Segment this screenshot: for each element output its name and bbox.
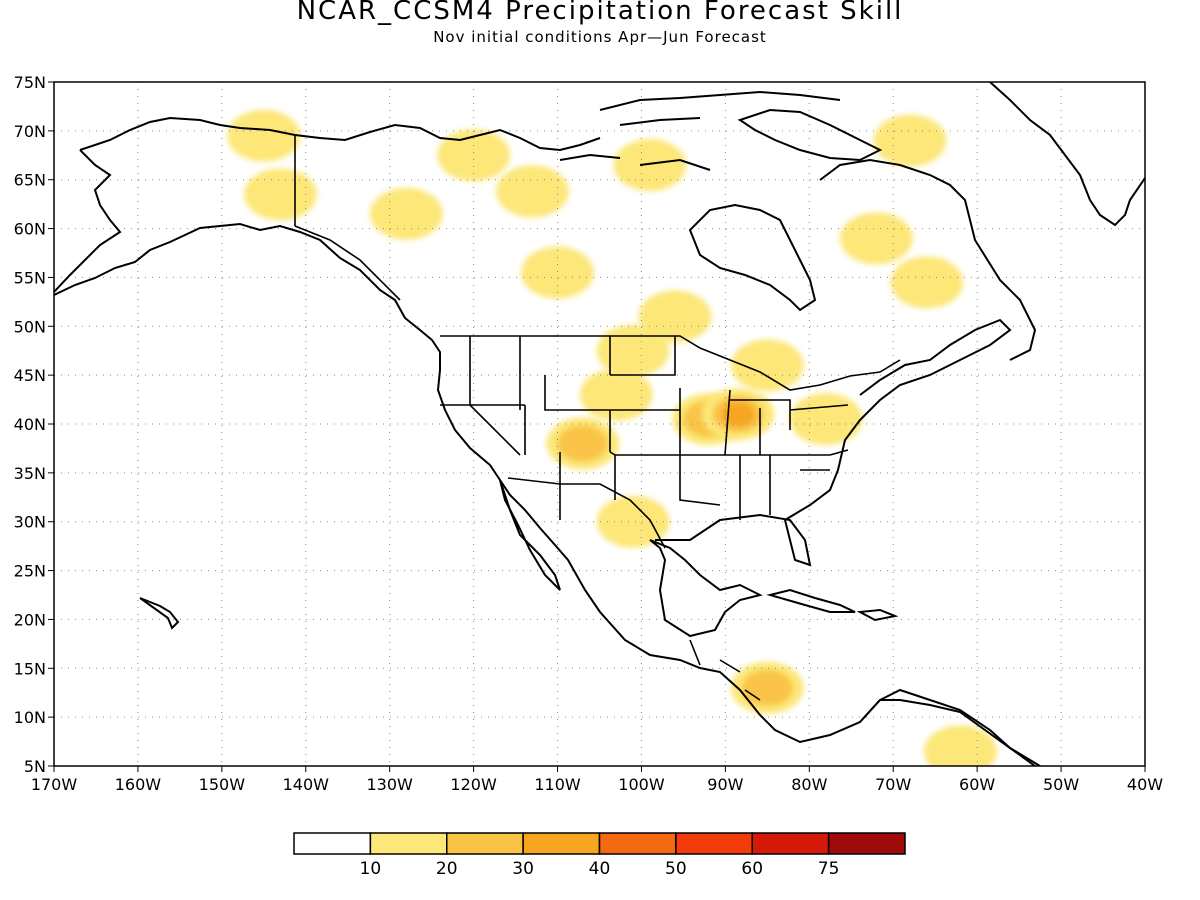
skill-region	[638, 290, 712, 343]
longitude-tick-label: 170W	[31, 775, 78, 794]
longitude-tick-label: 80W	[791, 775, 827, 794]
colorbar-segment	[369, 832, 448, 855]
hispaniola-coast	[856, 608, 899, 622]
colorbar-label: 30	[512, 859, 534, 879]
skill-region	[742, 669, 793, 706]
alaska-panhandle-border	[294, 225, 401, 301]
us-southeast-coast	[655, 318, 1012, 567]
skill-region	[890, 256, 964, 309]
longitude-tick-label: 90W	[707, 775, 743, 794]
skill-region	[244, 168, 317, 221]
hawaii-coast	[139, 597, 180, 630]
chart-subtitle: Nov initial conditions Apr—Jun Forecast	[433, 28, 767, 46]
skill-region	[495, 165, 569, 218]
latitude-tick-label: 40N	[14, 415, 46, 434]
latitude-tick-label: 15N	[14, 659, 46, 678]
skill-region	[613, 139, 687, 192]
longitude-tick-label: 100W	[618, 775, 665, 794]
skill-shading-layer	[227, 109, 997, 766]
skill-region	[721, 402, 755, 427]
latitude-tick-label: 75N	[14, 73, 46, 92]
skill-region	[873, 114, 947, 167]
longitude-tick-label: 150W	[199, 775, 246, 794]
skill-region	[596, 495, 670, 548]
skill-region	[227, 109, 301, 162]
latitude-tick-label: 20N	[14, 610, 46, 629]
arctic-islands-coast	[559, 90, 841, 171]
colorbar-label: 60	[741, 859, 763, 879]
skill-region	[840, 212, 913, 265]
longitude-tick-label: 60W	[959, 775, 995, 794]
north-america-coastline	[54, 222, 1041, 766]
labrador-coast	[819, 158, 1037, 361]
skill-region	[789, 393, 863, 446]
alaska-north-coast	[79, 116, 601, 152]
greenland-coast	[989, 82, 1145, 227]
political-borders	[294, 135, 901, 701]
skill-region	[370, 187, 443, 240]
longitude-tick-label: 160W	[115, 775, 162, 794]
colorbar-segment	[827, 832, 906, 855]
longitude-tick-label: 50W	[1043, 775, 1079, 794]
longitude-tick-label: 130W	[367, 775, 414, 794]
latitude-tick-label: 60N	[14, 220, 46, 239]
coastline-layer	[54, 82, 1145, 766]
hudson-bay-coast	[688, 203, 817, 312]
colorbar: 10 20 30 40 50 60 75	[293, 832, 906, 879]
south-america-coast	[859, 688, 1036, 766]
latitude-tick-label: 5N	[24, 757, 46, 776]
latitude-tick-label: 30N	[14, 513, 46, 532]
us-state-lines	[440, 336, 849, 520]
colorbar-label: 20	[436, 859, 458, 879]
alaska-west-coast	[54, 149, 122, 293]
colorbar-label: 50	[665, 859, 687, 879]
skill-region	[557, 425, 608, 462]
latitude-tick-label: 55N	[14, 268, 46, 287]
longitude-tick-label: 70W	[875, 775, 911, 794]
latitude-tick-label: 35N	[14, 464, 46, 483]
latitude-tick-label: 70N	[14, 122, 46, 141]
skill-region	[521, 246, 594, 299]
colorbar-segment	[522, 832, 601, 855]
colorbar-segment	[675, 832, 753, 855]
axis-ticks: 75N 70N 65N 60N 55N 50N 45N 40N 35N 30N 25N 20N 15N 1…	[14, 73, 1164, 794]
latitude-tick-label: 45N	[14, 366, 46, 385]
skill-region	[730, 339, 804, 392]
skill-region	[437, 129, 511, 182]
colorbar-segment	[598, 832, 677, 855]
skill-region	[596, 324, 670, 377]
colorbar-label: 10	[360, 859, 382, 879]
latitude-tick-label: 10N	[14, 708, 46, 727]
latitude-tick-label: 65N	[14, 171, 46, 190]
colorbar-segment	[446, 832, 524, 855]
longitude-tick-label: 110W	[534, 775, 581, 794]
colorbar-label: 75	[818, 859, 840, 879]
colorbar-label: 40	[589, 859, 611, 879]
skill-region	[579, 368, 653, 421]
baffin-island-coast	[737, 108, 883, 162]
latitude-tick-label: 50N	[14, 317, 46, 336]
gulf-coast	[649, 539, 763, 638]
chart-title: NCAR_CCSM4 Precipitation Forecast Skill	[296, 0, 904, 26]
longitude-tick-label: 140W	[283, 775, 330, 794]
longitude-tick-label: 40W	[1127, 775, 1163, 794]
cuba-coast	[766, 588, 856, 613]
colorbar-segment	[751, 832, 830, 855]
latitude-tick-label: 25N	[14, 562, 46, 581]
baja-coast	[499, 479, 561, 591]
colorbar-segment	[293, 832, 372, 855]
longitude-tick-label: 120W	[450, 775, 497, 794]
central-america-borders	[689, 639, 761, 701]
skill-region	[923, 725, 997, 766]
us-canada-border	[440, 335, 901, 391]
